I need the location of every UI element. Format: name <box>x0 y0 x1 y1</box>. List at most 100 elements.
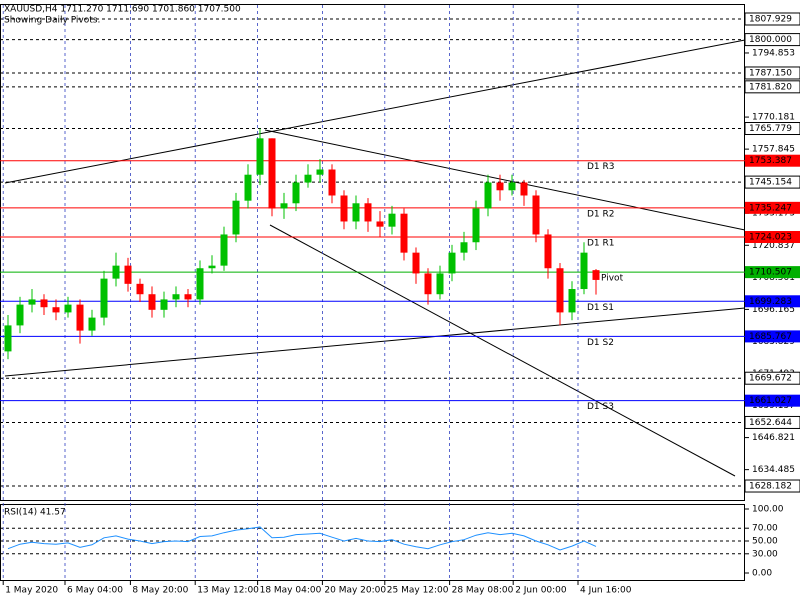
candle-body <box>532 195 540 235</box>
candle-body <box>412 252 420 274</box>
x-tick-label: 25 May 12:00 <box>387 586 449 596</box>
y-tick-label: 1757.845 <box>752 145 795 155</box>
y-tick-label: 1634.485 <box>752 465 795 475</box>
level-box <box>744 175 800 189</box>
level-box <box>744 66 800 80</box>
candle-body <box>40 299 48 308</box>
candle-body <box>136 283 144 295</box>
y-tick-label: 1770.181 <box>752 113 795 123</box>
candle-body <box>280 203 288 209</box>
candle-body <box>340 195 348 222</box>
x-tick-label: 2 Jun 00:00 <box>515 586 567 596</box>
pivot-name: D1 R2 <box>587 209 615 219</box>
y-tick-label: 30.00 <box>752 549 778 559</box>
trendline <box>269 224 736 477</box>
candle-body <box>568 289 576 313</box>
level-label: 1652.644 <box>749 418 792 428</box>
pivot-value: 1753.387 <box>749 156 792 166</box>
level-label: 1800.000 <box>749 35 792 45</box>
y-tick-label: 1720.837 <box>752 241 795 251</box>
x-tick-label: 4 Jun 16:00 <box>580 586 632 596</box>
x-tick-label: 18 May 04:00 <box>260 586 322 596</box>
candle-body <box>376 221 384 227</box>
candle-body <box>52 307 60 313</box>
candle-body <box>256 138 264 175</box>
pivot-box <box>745 330 800 343</box>
pivot-value: 1699.283 <box>749 297 792 307</box>
x-tick-label: 1 May 2020 <box>5 586 58 596</box>
candle-body <box>448 252 456 274</box>
level-label: 1628.182 <box>749 482 792 492</box>
level-box <box>744 479 800 493</box>
x-tick-label: 13 May 12:00 <box>197 586 259 596</box>
candle-body <box>424 273 432 295</box>
candle-body <box>4 325 12 352</box>
y-tick-label: 0.00 <box>752 568 772 578</box>
candle-body <box>292 182 300 204</box>
y-tick-label: 70.00 <box>752 524 778 534</box>
pivot-name: D1 R3 <box>587 162 615 172</box>
y-tick-label: 100.00 <box>752 504 784 514</box>
candle-body <box>304 174 312 183</box>
candle-body <box>508 182 516 191</box>
x-tick-label: 20 May 20:00 <box>324 586 386 596</box>
candle-body <box>352 203 360 222</box>
candle-body <box>148 294 156 310</box>
candle-body <box>268 138 276 209</box>
pivot-name: D1 S2 <box>587 338 614 348</box>
rsi-line <box>7 526 597 551</box>
pivot-value: 1661.027 <box>749 396 792 406</box>
candle-body <box>592 270 600 280</box>
x-tick-label: 6 May 04:00 <box>67 586 123 596</box>
pivot-value: 1710.507 <box>749 268 792 278</box>
candle-body <box>172 294 180 300</box>
candle-body <box>556 268 564 313</box>
pivot-name: D1 S1 <box>587 303 614 313</box>
trendline <box>4 39 746 184</box>
candle-body <box>64 304 72 313</box>
x-tick-label: 28 May 08:00 <box>452 586 514 596</box>
candle-body <box>580 252 588 290</box>
trendline <box>264 129 746 231</box>
candle-body <box>388 213 396 227</box>
candle-body <box>88 317 96 331</box>
chart-title: XAUUSD,H4 1711.270 1711.690 1701.860 170… <box>4 5 241 15</box>
candle-body <box>364 203 372 222</box>
level-box <box>744 415 800 429</box>
candle-body <box>232 200 240 235</box>
candle-body <box>124 265 132 284</box>
pivot-box <box>745 231 800 244</box>
candle-body <box>544 234 552 269</box>
candle-body <box>496 182 504 191</box>
rsi-pane <box>0 504 745 581</box>
candle-body <box>244 174 252 201</box>
candle-body <box>316 169 324 175</box>
candle-body <box>28 299 36 305</box>
pivot-name: D1 S3 <box>587 402 614 412</box>
y-tick-label: 1696.165 <box>752 305 795 315</box>
pivot-name: D1 R1 <box>587 239 615 249</box>
pivot-box <box>745 266 800 279</box>
level-box <box>744 33 800 47</box>
price-pane <box>0 4 745 501</box>
pivot-box <box>745 394 800 407</box>
candle-body <box>16 304 24 326</box>
candle-body <box>184 294 192 300</box>
pivot-value: 1685.767 <box>749 332 792 342</box>
pivot-box <box>745 201 800 214</box>
y-tick-label: 1794.853 <box>752 48 795 58</box>
candle-body <box>100 278 108 318</box>
candle-body <box>196 268 204 300</box>
level-box <box>744 12 800 26</box>
level-label: 1765.779 <box>749 124 792 134</box>
trendline <box>4 307 746 377</box>
level-label: 1745.154 <box>749 178 792 188</box>
candle-body <box>328 169 336 196</box>
rsi-title: RSI(14) 41.57 <box>4 508 66 518</box>
candle-body <box>472 208 480 243</box>
level-box <box>744 371 800 385</box>
candle-body <box>400 213 408 253</box>
level-label: 1787.150 <box>749 68 792 78</box>
candle-body <box>160 299 168 310</box>
